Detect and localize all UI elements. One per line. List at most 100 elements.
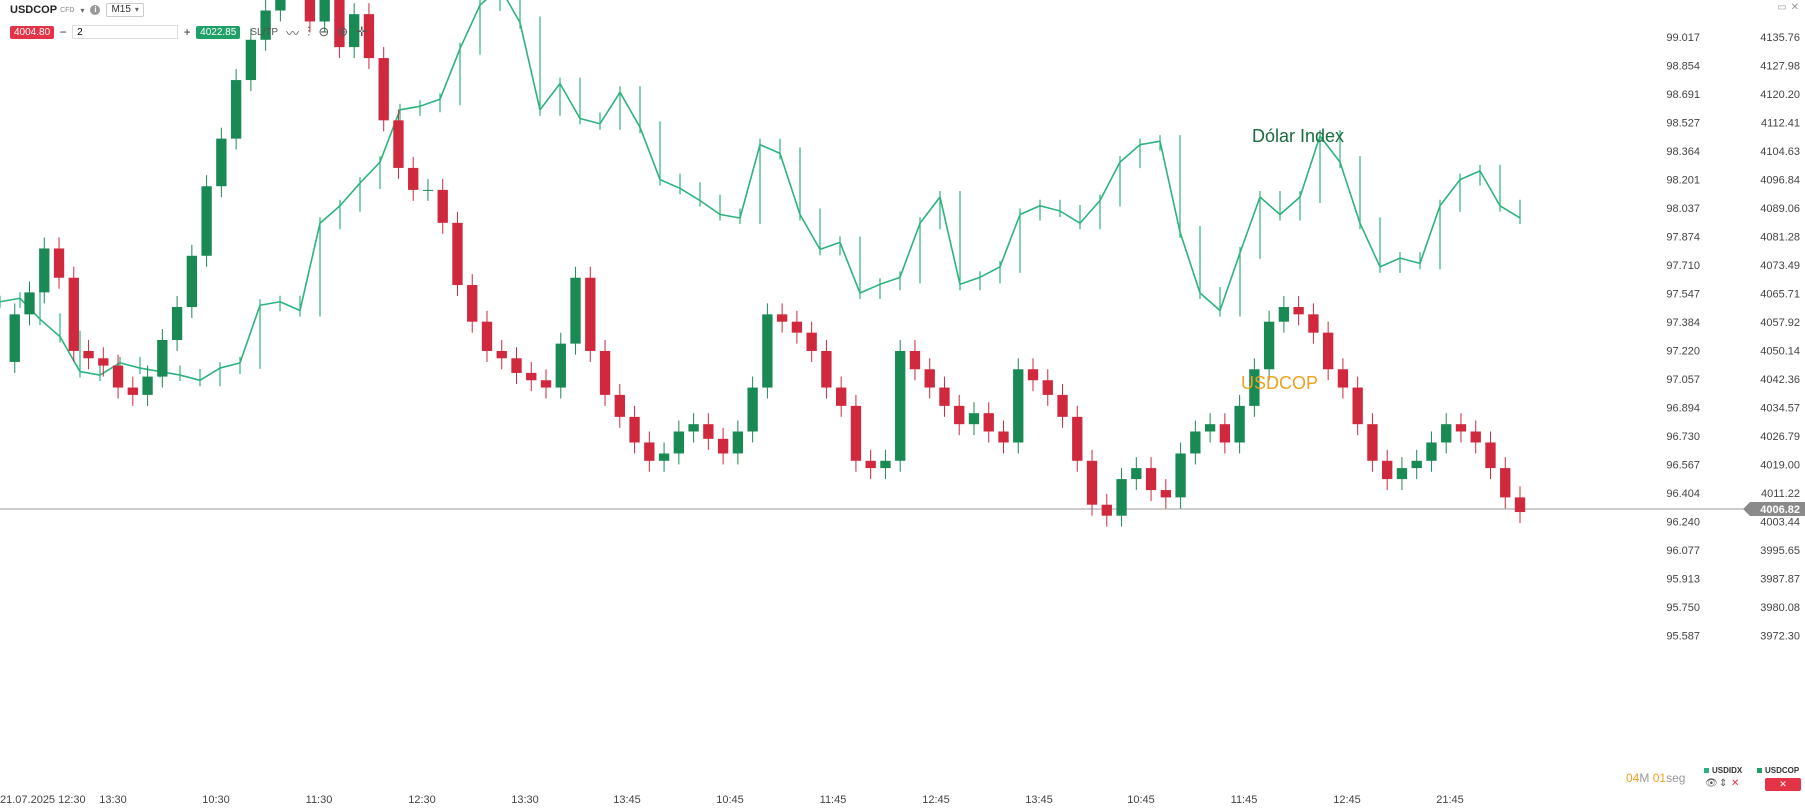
line-chart-icon[interactable]: 〰 (286, 25, 300, 41)
left-axis-tick: 98.364 (1666, 146, 1700, 158)
close-icon[interactable]: ✕ (1790, 2, 1799, 13)
zoom-in-icon[interactable]: ⊕ (337, 24, 349, 39)
candle-body (1293, 307, 1304, 315)
candle-body (230, 80, 242, 139)
candle-body (1204, 424, 1216, 432)
index-segment (219, 362, 241, 369)
candle-body (1116, 479, 1127, 516)
annotation-dolar-index: Dólar Index (1252, 126, 1344, 146)
candle-body (968, 413, 980, 425)
legend-usdidx[interactable]: USDIDX (1704, 766, 1742, 775)
minimize-icon[interactable]: ▭ (1777, 2, 1787, 13)
candle-body (540, 380, 552, 388)
index-segment (239, 304, 261, 364)
right-axis-tick: 4026.79 (1760, 431, 1800, 443)
candle-body (1219, 424, 1231, 443)
annotation-usdcop: USDCOP (1241, 373, 1318, 393)
sltp-button[interactable]: SL/TP (250, 26, 279, 38)
candle-body (349, 14, 360, 48)
symbol-name[interactable]: USDCOP (10, 4, 58, 16)
index-segment (739, 144, 761, 219)
candle-body (924, 369, 935, 388)
index-segment (1479, 170, 1501, 207)
legend-usdcop[interactable]: USDCOP (1757, 766, 1799, 775)
index-segment (1039, 204, 1061, 212)
index-segment (1159, 141, 1181, 233)
index-segment (659, 178, 681, 190)
index-segment (979, 266, 1001, 279)
candle-body (1455, 424, 1467, 432)
left-axis-tick: 97.874 (1666, 232, 1700, 244)
left-axis-tick: 95.913 (1666, 574, 1700, 586)
index-segment (899, 222, 921, 278)
candle-body (112, 365, 124, 388)
info-icon[interactable]: i (90, 5, 101, 15)
left-axis-tick: 96.404 (1666, 488, 1700, 500)
index-segment (139, 367, 161, 373)
timeframe-select[interactable]: M15 ▾ (106, 3, 144, 17)
right-axis-tick: 4112.41 (1761, 118, 1800, 130)
index-segment (479, 0, 488, 6)
index-segment (1499, 205, 1521, 219)
candle-body (408, 167, 419, 190)
sell-price-button[interactable]: 4004.80 (10, 25, 55, 39)
chevron-down-icon[interactable]: ▾ (80, 5, 85, 15)
index-segment (919, 196, 941, 224)
index-segment (1119, 144, 1141, 163)
index-segment (959, 276, 981, 286)
remove-series-icon[interactable]: ✕ (1731, 778, 1740, 789)
index-segment (619, 91, 641, 128)
candle-body (1101, 504, 1112, 516)
candle-body (98, 358, 109, 366)
candle-body (526, 372, 537, 381)
reorder-icon[interactable]: ⇕ (1719, 778, 1728, 789)
index-segment (1379, 257, 1401, 268)
left-axis-tick: 96.077 (1666, 545, 1700, 557)
index-segment (1399, 257, 1421, 265)
eye-icon[interactable]: 👁 (1705, 778, 1718, 789)
candle-body (1485, 442, 1496, 469)
candle-countdown: 04M 01seg (1626, 771, 1686, 785)
candle-body (1013, 369, 1024, 443)
right-axis-tick: 4050.14 (1760, 346, 1800, 358)
candle-body (821, 350, 832, 388)
index-segment (1419, 205, 1441, 264)
zoom-out-icon[interactable]: ⊖ (318, 24, 330, 39)
candle-body (275, 0, 286, 11)
candle-body (1086, 460, 1098, 505)
time-axis-tick: 10:45 (1127, 794, 1155, 806)
candle-body (555, 343, 566, 388)
right-axis-tick: 4057.92 (1760, 317, 1800, 329)
quantity-input[interactable] (72, 25, 179, 39)
remove-chart-button[interactable]: ✕ (1765, 778, 1801, 791)
index-segment (359, 161, 381, 184)
candlestick-icon[interactable]: ⫶ (307, 24, 311, 39)
buy-price-button[interactable]: 4022.85 (196, 25, 241, 39)
index-segment (1279, 196, 1301, 216)
index-segment (1299, 135, 1321, 198)
candle-body (1175, 453, 1186, 498)
index-segment (459, 4, 481, 50)
index-segment (199, 367, 221, 381)
time-axis-tick: 11:30 (306, 794, 333, 806)
left-axis-tick: 98.527 (1666, 118, 1700, 130)
candle-body (614, 394, 625, 417)
time-axis-tick: 21.07.2025 12:30 (0, 794, 86, 806)
increase-quantity-button[interactable]: + (183, 25, 191, 39)
candle-body (747, 387, 758, 432)
left-axis-tick: 97.220 (1666, 346, 1700, 358)
index-segment (1339, 161, 1361, 224)
candle-body (850, 405, 862, 461)
left-axis-tick: 96.894 (1666, 403, 1700, 415)
index-segment (599, 91, 621, 125)
candle-body (511, 358, 522, 373)
time-axis-tick: 21:45 (1436, 794, 1464, 806)
crosshair-icon[interactable]: ✛ (356, 24, 368, 39)
left-axis-tick: 95.587 (1666, 631, 1700, 643)
index-segment (1139, 140, 1161, 146)
decrease-quantity-button[interactable]: − (59, 25, 67, 39)
left-axis-tick: 98.691 (1666, 89, 1700, 101)
index-segment (279, 301, 301, 312)
time-axis-tick: 11:45 (1231, 794, 1258, 806)
